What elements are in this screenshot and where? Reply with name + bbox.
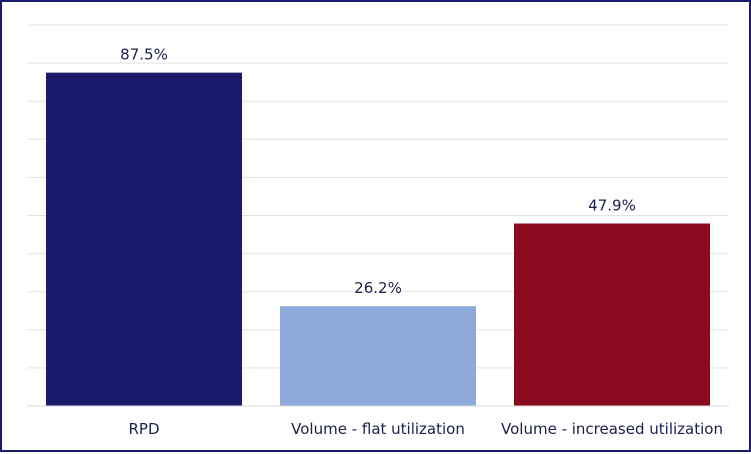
category-label-1: RPD [128,420,159,438]
data-labels: 87.5% 26.2% 47.9% [120,46,636,298]
category-label-2: Volume - flat utilization [291,420,465,438]
data-label-2: 26.2% [354,279,402,297]
bar-3 [514,223,710,406]
data-label-1: 87.5% [120,46,168,64]
data-label-3: 47.9% [588,197,636,215]
bars [46,72,710,406]
bar-1 [46,72,242,406]
bar-2 [280,306,476,406]
category-tick-labels: RPD Volume - flat utilization Volume - inc… [128,420,722,438]
category-label-3: Volume - increased utilization [501,420,723,438]
